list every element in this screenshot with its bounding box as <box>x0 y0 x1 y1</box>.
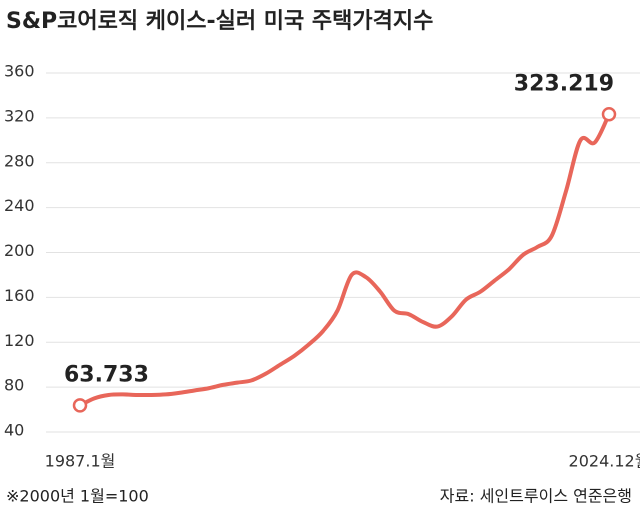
line <box>78 112 611 408</box>
x-tick-label: 1987.1월 <box>45 452 116 471</box>
y-tick-label: 120 <box>4 331 35 350</box>
value-label: 323.219 <box>514 71 614 96</box>
chart-title: S&P코어로직 케이스-실러 미국 주택가격지수 <box>6 9 433 34</box>
x-tick-label: 2024.12월 <box>569 452 640 471</box>
end-marker <box>72 398 88 413</box>
y-tick-label: 80 <box>4 376 24 395</box>
source: 자료: 세인트루이스 연준은행 <box>440 487 632 506</box>
y-tick-label: 240 <box>4 196 35 215</box>
footnote: ※2000년 1월=100 <box>6 487 149 506</box>
value-label: 63.733 <box>64 362 149 387</box>
y-tick-label: 320 <box>4 106 35 125</box>
end-marker <box>601 107 617 122</box>
y-tick-label: 360 <box>4 62 35 81</box>
y-tick-label: 280 <box>4 151 35 170</box>
y-tick-label: 160 <box>4 286 35 305</box>
y-tick-label: 200 <box>4 241 35 260</box>
y-tick-label: 40 <box>4 421 24 440</box>
